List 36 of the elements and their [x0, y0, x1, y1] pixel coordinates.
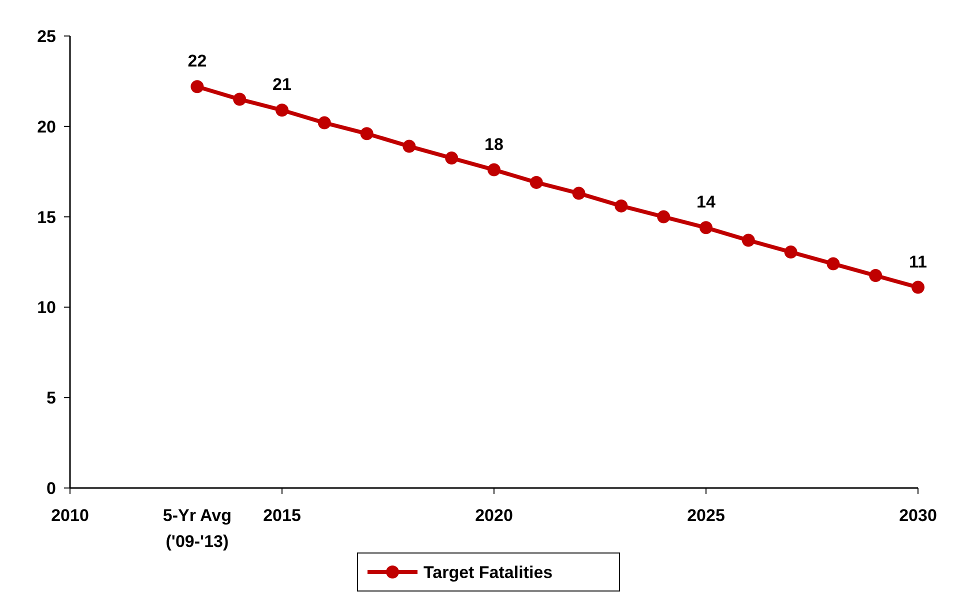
y-tick-label: 10	[37, 298, 56, 318]
point	[912, 280, 924, 294]
data-label: 22	[188, 52, 207, 71]
point	[530, 176, 543, 189]
point	[276, 104, 288, 117]
point	[614, 199, 628, 212]
x-tick-label: 5-Yr Avg ('09-'13)	[162, 506, 232, 551]
x-tick-label: 2020	[475, 506, 513, 525]
point	[233, 92, 246, 106]
point	[700, 221, 712, 234]
legend-label: Target Fatalities	[424, 562, 553, 582]
y-tick-label: 15	[37, 208, 56, 227]
point	[784, 246, 798, 259]
point	[445, 152, 458, 165]
point	[488, 163, 500, 176]
data-label: 21	[272, 75, 292, 94]
point	[402, 140, 416, 153]
x-tick-label: 2015	[263, 506, 301, 525]
y-tick-label: 5	[46, 388, 56, 408]
data-label: 11	[909, 252, 927, 272]
point	[742, 234, 755, 247]
y-tick-label: 0	[46, 478, 56, 498]
point	[869, 269, 882, 282]
x-tick-label: 2030	[899, 506, 937, 525]
data-label: 18	[484, 134, 504, 154]
x-tick-label: 2025	[687, 506, 725, 525]
point	[318, 116, 331, 130]
y-tick-label: 20	[37, 117, 56, 136]
x-tick-label: 2010	[51, 506, 89, 525]
y-tick-label: 25	[37, 26, 56, 46]
data-label: 14	[696, 192, 716, 212]
point	[190, 80, 204, 94]
point	[657, 210, 670, 224]
point	[572, 186, 586, 200]
point	[826, 257, 840, 270]
point	[360, 127, 374, 140]
